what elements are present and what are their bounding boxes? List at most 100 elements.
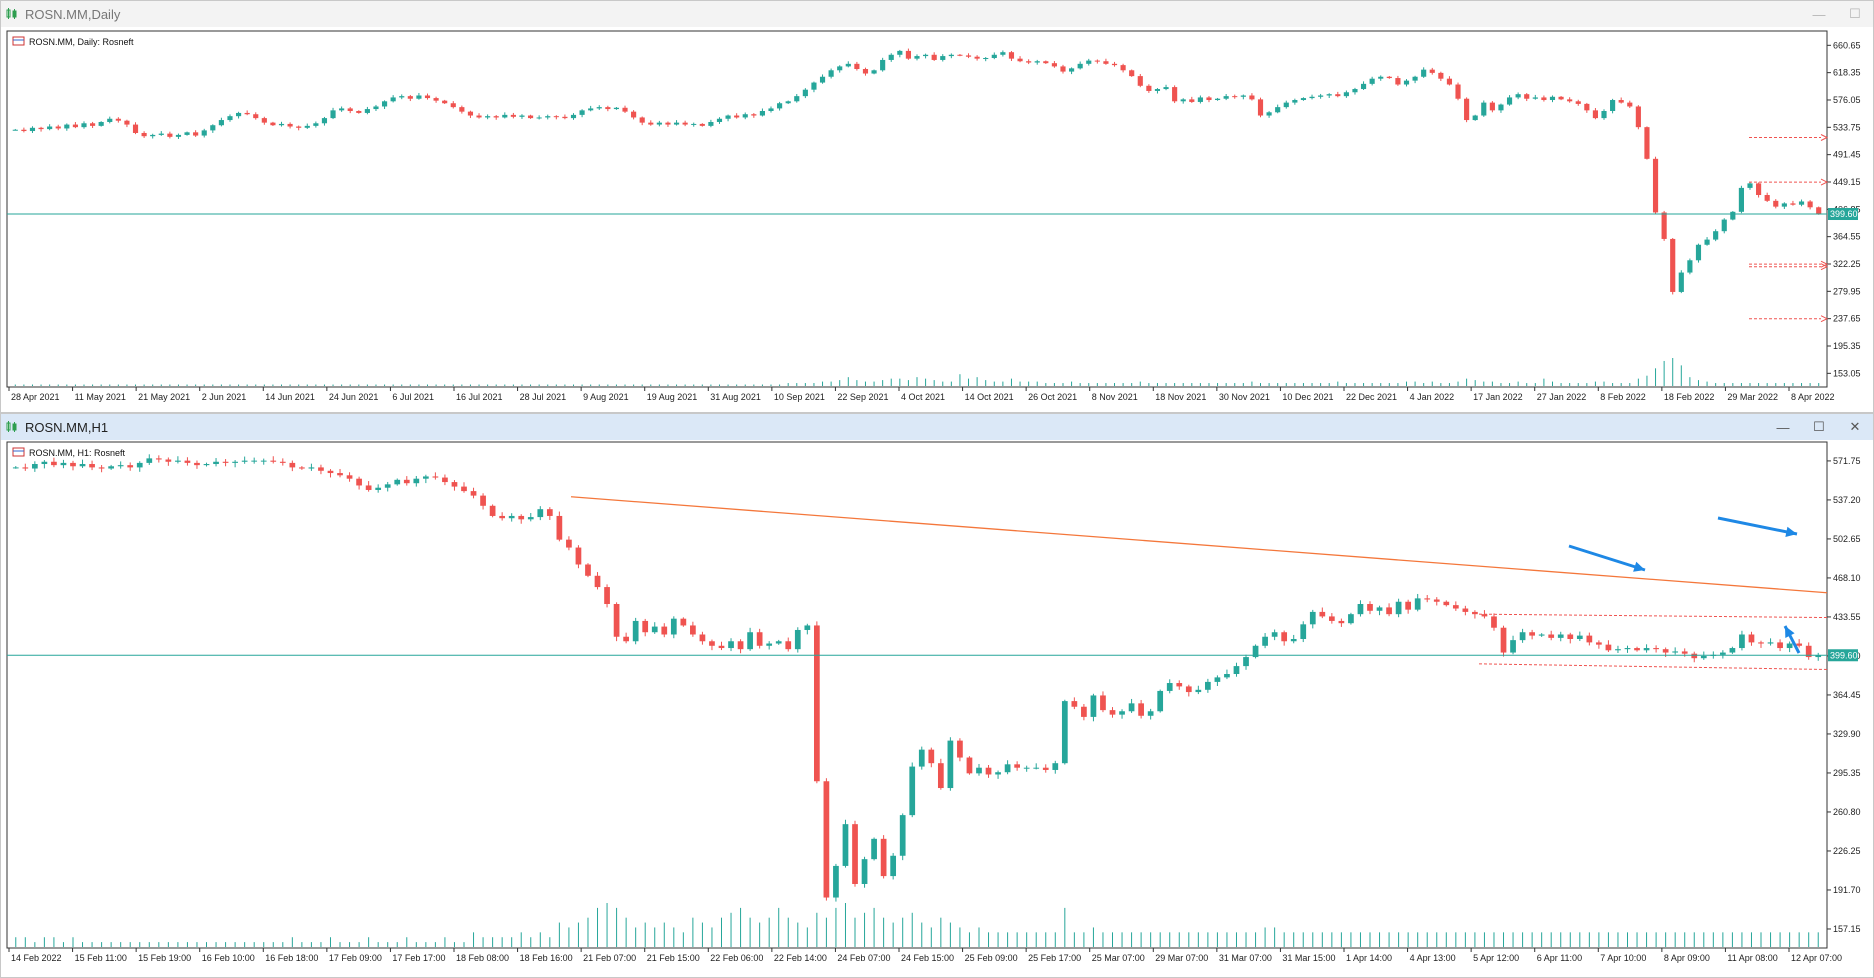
candle-body	[251, 460, 258, 462]
candle-body	[804, 625, 811, 630]
candle-body	[132, 124, 139, 133]
candle-body	[766, 643, 773, 646]
candle-body	[871, 70, 877, 74]
candle-body	[364, 109, 370, 113]
candle-body	[673, 122, 680, 125]
candle-body	[213, 461, 219, 465]
candle-body	[201, 130, 207, 136]
candle-body	[450, 103, 456, 108]
candle-body	[1252, 645, 1259, 658]
candle-body	[1249, 95, 1255, 100]
x-tick-label: 9 Aug 2021	[583, 392, 629, 402]
h1-chart[interactable]: 571.75537.20502.65468.10433.55399.00364.…	[1, 440, 1873, 978]
candle-body	[948, 54, 954, 57]
window-titlebar[interactable]: ROSN.MM,Daily — ☐	[1, 1, 1873, 27]
y-tick-label: 279.95	[1833, 286, 1861, 296]
x-tick-label: 8 Feb 2022	[1600, 392, 1646, 402]
candle-body	[244, 112, 250, 115]
x-tick-label: 4 Oct 2021	[901, 392, 945, 402]
candle-body	[227, 116, 233, 121]
symbol-icon	[12, 36, 25, 46]
candle-body	[842, 824, 849, 866]
candle-body	[518, 515, 525, 520]
candle-body	[1452, 605, 1459, 609]
blue-arrow-upper	[1717, 516, 1798, 536]
candle-body	[299, 467, 305, 469]
symbol-icon	[12, 447, 25, 457]
candle-body	[167, 133, 173, 137]
candle-body	[1721, 219, 1727, 232]
candle-body	[556, 515, 563, 540]
candle-body	[880, 838, 887, 877]
maximize-icon[interactable]: ☐	[1849, 6, 1861, 21]
candle-body	[1532, 97, 1538, 99]
candle-body	[1360, 83, 1367, 90]
x-tick-label: 24 Feb 07:00	[837, 953, 890, 963]
candle-body	[545, 116, 551, 118]
minimize-icon[interactable]: —	[1812, 6, 1826, 22]
x-tick-label: 5 Apr 12:00	[1473, 953, 1519, 963]
candle-body	[381, 101, 388, 107]
candle-body	[337, 473, 343, 476]
candle-body	[1326, 94, 1332, 96]
candle-body	[1180, 99, 1186, 102]
candle-body	[1214, 98, 1221, 101]
candle-body	[819, 76, 826, 83]
candle-body	[1017, 58, 1023, 62]
candle-body	[442, 477, 448, 483]
candle-body	[833, 865, 839, 898]
candle-body	[862, 68, 869, 74]
candle-body	[974, 56, 980, 59]
candle-body	[1790, 203, 1796, 205]
x-tick-label: 18 Feb 08:00	[456, 953, 509, 963]
blue-arrow-upper-head	[1785, 526, 1797, 537]
chart-window-daily[interactable]: ROSN.MM,Daily — ☐ 660.65 618.35 576.05 533.…	[0, 0, 1874, 413]
candle-body	[1704, 239, 1710, 245]
candle-body	[1348, 614, 1354, 624]
daily-chart[interactable]: 660.65618.35576.05533.75491.45449.15406.…	[1, 27, 1873, 413]
candle-body	[575, 547, 582, 565]
candle-body	[1224, 674, 1230, 678]
candle-body	[604, 587, 610, 605]
candle-body	[648, 122, 654, 125]
candle-body	[1195, 689, 1202, 693]
window-title: ROSN.MM,Daily	[25, 6, 121, 22]
candle-body	[759, 111, 765, 116]
candle-body	[1008, 52, 1015, 59]
candle-body	[1094, 60, 1100, 62]
window-titlebar[interactable]: ROSN.MM,H1 — ☐ ✕	[1, 414, 1873, 440]
candle-body	[1120, 65, 1126, 71]
candle-body	[470, 491, 477, 496]
maximize-icon[interactable]: ☐	[1813, 419, 1825, 434]
candle-body	[407, 96, 413, 99]
x-tick-label: 26 Oct 2021	[1028, 392, 1077, 402]
chart-window-h1[interactable]: ROSN.MM,H1 — ☐ ✕ 571.75 537.20 502.65 468.1…	[0, 413, 1874, 978]
candle-body	[1805, 645, 1812, 658]
candle-body	[327, 470, 334, 474]
candle-body	[1146, 85, 1152, 91]
candle-body	[682, 122, 688, 125]
level-ray-arrow	[1820, 134, 1829, 141]
candle-body	[852, 824, 858, 884]
candle-body	[1343, 92, 1349, 97]
candle-body	[1807, 201, 1813, 208]
candle-body	[1786, 643, 1793, 649]
candle-body	[957, 740, 963, 758]
candle-body	[1412, 76, 1418, 81]
x-tick-label: 31 Aug 2021	[710, 392, 761, 402]
candle-body	[1034, 61, 1040, 63]
close-icon[interactable]: ✕	[1849, 419, 1861, 434]
candle-body	[1081, 706, 1087, 717]
candle-body	[632, 620, 639, 642]
candle-body	[375, 487, 382, 490]
x-tick-label: 27 Jan 2022	[1537, 392, 1587, 402]
candle-body	[485, 116, 491, 118]
minimize-icon[interactable]: —	[1776, 419, 1790, 435]
x-tick-label: 18 Feb 2022	[1664, 392, 1715, 402]
x-tick-label: 15 Feb 11:00	[75, 953, 127, 963]
candle-body	[1662, 649, 1669, 653]
y-tick-label: 433.55	[1833, 612, 1861, 622]
candle-body	[1558, 96, 1564, 100]
candle-body	[651, 626, 658, 633]
candle-body	[356, 111, 362, 113]
